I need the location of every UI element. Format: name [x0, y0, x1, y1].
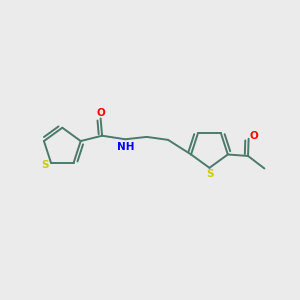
Text: NH: NH: [116, 142, 134, 152]
Text: O: O: [96, 107, 105, 118]
Text: S: S: [41, 160, 49, 170]
Text: O: O: [250, 131, 258, 141]
Text: S: S: [206, 169, 214, 179]
